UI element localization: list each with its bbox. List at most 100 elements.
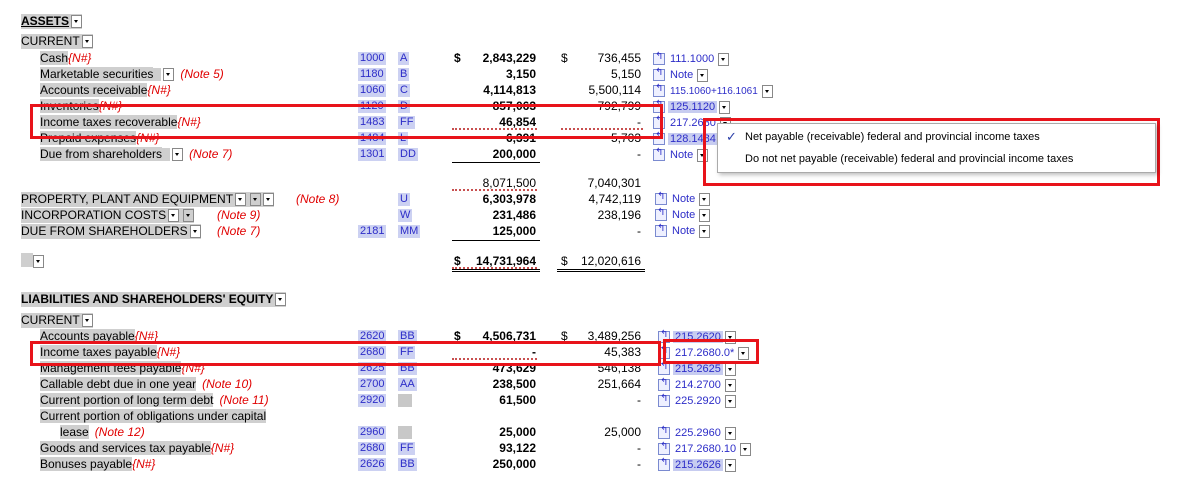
working-paper-ref[interactable]: 215.2625 (658, 361, 736, 376)
ref-arrow-icon[interactable] (653, 67, 665, 81)
note-hash[interactable]: {N#} (134, 329, 159, 343)
row-label-text: Goods and services tax payable (40, 441, 211, 455)
ref-arrow-icon[interactable] (658, 425, 670, 439)
row-note[interactable]: (Note 7) (189, 147, 233, 161)
working-paper-ref[interactable]: 115.1060+116.1061 (653, 83, 773, 98)
ppe-dropdown[interactable] (235, 193, 247, 207)
ref-dropdown[interactable] (699, 224, 711, 238)
ref-arrow-icon[interactable] (658, 441, 670, 455)
current-heading-dropdown[interactable] (81, 35, 93, 49)
incorp-ref[interactable]: Note (655, 207, 711, 222)
ref-text[interactable]: 217.2680.10 (675, 443, 737, 455)
ref-dropdown[interactable] (699, 208, 711, 222)
dfs-ref[interactable]: Note (655, 223, 711, 238)
ref-text[interactable]: 214.2700 (675, 379, 721, 391)
ref-arrow-icon[interactable] (653, 51, 665, 65)
ref-arrow-icon[interactable] (658, 377, 670, 391)
row-dropdown[interactable] (163, 68, 175, 82)
row-label-text: Cash (40, 51, 69, 65)
ref-dropdown[interactable] (724, 330, 736, 344)
row-note[interactable]: (Note 5) (180, 67, 224, 81)
ppe-ref[interactable]: Note (655, 191, 711, 206)
ref-dropdown[interactable] (724, 458, 736, 472)
row-note[interactable]: (Note 12) (94, 425, 145, 439)
current-year-amount: 61,500 (499, 393, 536, 407)
ref-text[interactable]: Note (670, 149, 694, 161)
row-note[interactable]: (Note 10) (202, 377, 253, 391)
note-hash[interactable]: {N#} (177, 115, 201, 129)
ref-text[interactable]: Note (670, 69, 694, 81)
netting-option-menu: ✓ Net payable (receivable) federal and p… (717, 123, 1156, 173)
ref-arrow-icon[interactable] (655, 191, 667, 205)
note-hash[interactable]: {N#} (132, 457, 156, 471)
ref-arrow-icon[interactable] (653, 83, 665, 97)
group-code: FF (398, 116, 416, 129)
working-paper-ref[interactable]: Note (653, 147, 709, 162)
ref-arrow-icon[interactable] (655, 223, 667, 237)
working-paper-ref[interactable]: 225.2920 (658, 393, 736, 408)
ref-dropdown[interactable] (724, 394, 736, 408)
ref-dropdown[interactable] (697, 68, 709, 82)
note-hash[interactable]: {N#} (156, 345, 181, 359)
ref-text[interactable]: 111.1000 (670, 53, 715, 65)
row-dropdown[interactable] (172, 148, 184, 162)
account-code: 2620 (358, 330, 387, 343)
menu-option-do-not-net[interactable]: Do not net payable (receivable) federal … (745, 153, 1074, 165)
ppe-dropdown-2[interactable] (250, 193, 262, 207)
ppe-note[interactable]: (Note 8) (296, 192, 340, 206)
menu-option-net[interactable]: Net payable (receivable) federal and pro… (745, 131, 1040, 143)
row-note[interactable]: (Note 11) (219, 393, 269, 407)
liabilities-heading: LIABILITIES AND SHAREHOLDERS' EQUITY (21, 292, 287, 307)
ref-dropdown[interactable] (699, 192, 711, 206)
incorp-group: W (398, 209, 413, 222)
ref-text[interactable]: 115.1060+116.1061 (670, 85, 758, 97)
working-paper-ref[interactable]: 111.1000 (653, 51, 730, 66)
group-code: AA (398, 378, 417, 391)
dfs-dropdown[interactable] (189, 225, 201, 239)
incorp-cur: 231,486 (492, 208, 536, 222)
ref-text[interactable]: 215.2626 (673, 459, 723, 471)
account-code: 1301 (358, 148, 387, 161)
working-paper-ref[interactable]: Note (653, 67, 709, 82)
ref-dropdown[interactable] (719, 100, 731, 114)
note-hash[interactable]: {N#} (68, 51, 92, 65)
current-liab-dropdown[interactable] (81, 314, 93, 328)
liab-heading-dropdown[interactable] (275, 293, 287, 307)
ref-dropdown[interactable] (724, 362, 736, 376)
working-paper-ref[interactable]: 215.2626 (658, 457, 736, 472)
ref-arrow-icon[interactable] (655, 207, 667, 221)
ref-dropdown[interactable] (738, 346, 750, 360)
working-paper-ref[interactable]: 217.2680.10 (658, 441, 752, 456)
ref-dropdown[interactable] (697, 148, 709, 162)
ref-dropdown[interactable] (724, 378, 736, 392)
ppe-dropdown-3[interactable] (263, 193, 275, 207)
total-dropdown[interactable] (33, 255, 44, 268)
dfs-note[interactable]: (Note 7) (217, 224, 261, 238)
incorp-dropdown[interactable] (168, 209, 180, 223)
ref-dropdown[interactable] (740, 442, 752, 456)
ref-text[interactable]: 217.2680.0* (675, 347, 735, 359)
ref-arrow-icon[interactable] (658, 393, 670, 407)
ref-arrow-icon[interactable] (658, 457, 670, 471)
ref-dropdown[interactable] (718, 52, 730, 66)
ref-arrow-icon[interactable] (653, 147, 665, 161)
ref-text[interactable]: 225.2960 (675, 427, 721, 439)
working-paper-ref[interactable]: 225.2960 (658, 425, 736, 440)
ref-dropdown[interactable] (761, 84, 773, 98)
assets-heading-dropdown[interactable] (71, 15, 83, 29)
note-hash[interactable]: {N#} (147, 83, 171, 97)
ref-text[interactable]: 225.2920 (675, 395, 721, 407)
current-total-cur: 8,071,500 (482, 176, 536, 190)
working-paper-ref[interactable]: 125.1120 (653, 99, 731, 114)
row-label: Income taxes recoverable{N#} (40, 115, 201, 130)
note-hash[interactable]: {N#} (210, 441, 235, 455)
cur-sign: $ (454, 51, 461, 65)
ref-dropdown[interactable] (724, 426, 736, 440)
incorp-note[interactable]: (Note 9) (217, 208, 261, 222)
incorp-dropdown-2[interactable] (183, 209, 195, 223)
account-code: 2920 (358, 394, 387, 407)
ref-text[interactable]: 125.1120 (668, 101, 718, 113)
ref-arrow-icon[interactable] (658, 361, 670, 375)
ref-text[interactable]: 215.2625 (673, 363, 723, 375)
working-paper-ref[interactable]: 214.2700 (658, 377, 736, 392)
